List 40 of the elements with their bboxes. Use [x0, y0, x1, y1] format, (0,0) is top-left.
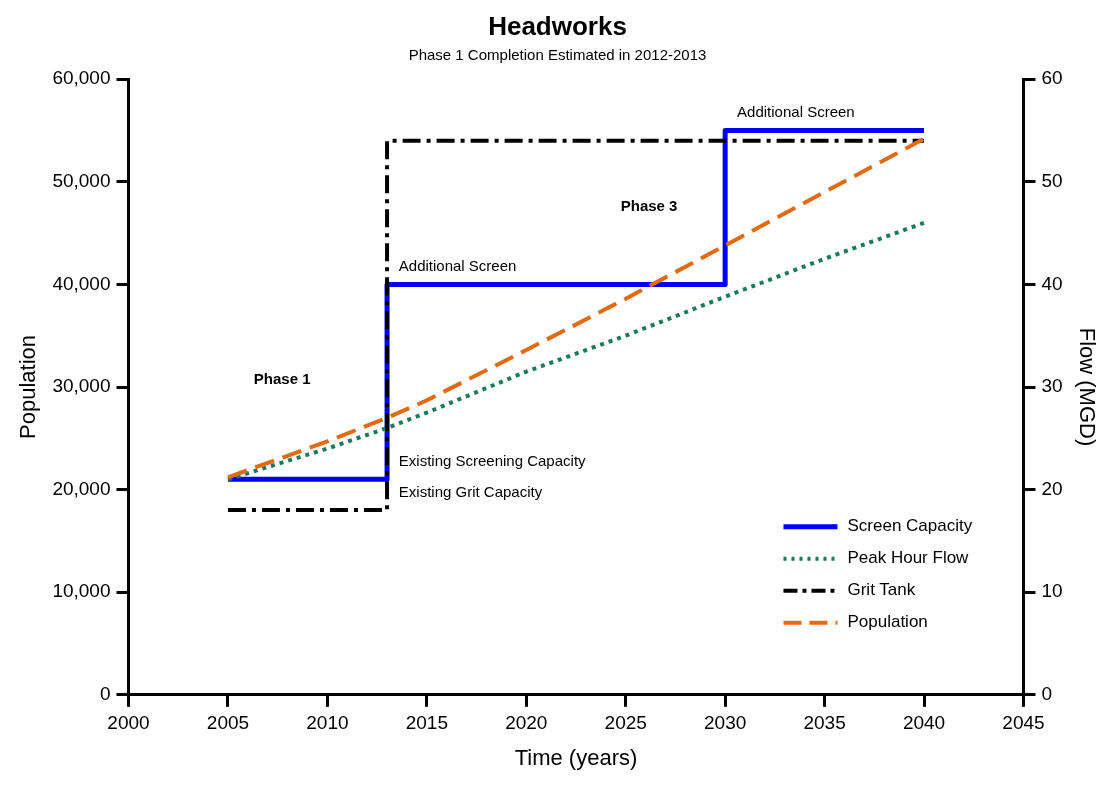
- legend-label: Population: [847, 612, 928, 632]
- y-tick-label: 0: [99, 683, 111, 705]
- y-tick-label: 50,000: [52, 170, 111, 192]
- legend-label: Peak Hour Flow: [847, 548, 970, 568]
- x-tick-label: 2030: [704, 712, 747, 734]
- x-tick-label: 2000: [107, 712, 150, 734]
- chart-title: Headworks: [488, 10, 627, 41]
- y2-tick-label: 20: [1041, 477, 1063, 499]
- x-tick-label: 2040: [902, 712, 946, 734]
- y2-tick-label: 0: [1041, 683, 1053, 705]
- y2-tick-label: 30: [1041, 375, 1063, 397]
- x-tick-label: 2005: [206, 712, 250, 734]
- y-axis-title: Population: [15, 335, 41, 439]
- y2-tick-label: 10: [1041, 580, 1063, 602]
- y-tick-label: 60,000: [52, 67, 111, 89]
- annotation: Existing Screening Capacity: [398, 452, 587, 470]
- annotation: Additional Screen: [737, 103, 855, 121]
- y-tick-label: 20,000: [52, 477, 111, 499]
- y-tick-label: 10,000: [52, 580, 111, 602]
- legend-label: Grit Tank: [847, 580, 916, 600]
- y-tick-label: 40,000: [52, 272, 111, 294]
- annotation: Additional Screen: [398, 256, 517, 274]
- line-series: [225, 220, 927, 482]
- y2-tick-label: 40: [1041, 272, 1063, 294]
- annotation: Phase 3: [620, 197, 678, 215]
- x-tick-label: 2015: [405, 712, 448, 734]
- y2-axis-title: Flow (MGD): [1074, 327, 1100, 447]
- x-axis-title: Time (years): [514, 744, 638, 770]
- y-tick-label: 30,000: [52, 375, 111, 397]
- x-tick-label: 2045: [1002, 712, 1045, 734]
- y2-tick-label: 60: [1041, 67, 1063, 89]
- x-tick-label: 2035: [803, 712, 846, 734]
- y2-tick-label: 50: [1041, 170, 1063, 192]
- annotation: Existing Grit Capacity: [398, 482, 543, 500]
- annotation: Phase 1: [253, 369, 311, 387]
- chart-subtitle: Phase 1 Completion Estimated in 2012-2013: [408, 46, 707, 64]
- x-tick-label: 2025: [604, 712, 647, 734]
- legend-label: Screen Capacity: [847, 516, 973, 536]
- x-tick-label: 2010: [306, 712, 349, 734]
- x-tick-label: 2020: [505, 712, 548, 734]
